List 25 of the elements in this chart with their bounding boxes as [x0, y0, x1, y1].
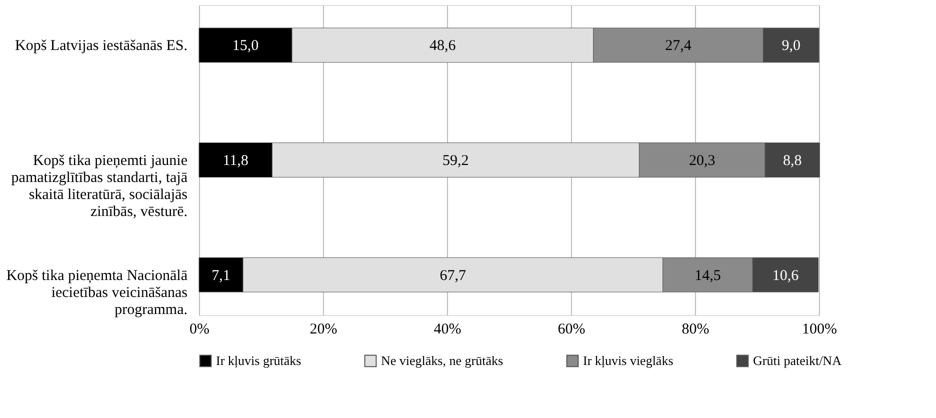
data-label: 14,5: [694, 268, 721, 284]
data-label: 8,8: [782, 153, 802, 169]
y-tick-label: Kopš tika pieņemta Nacionālā iecietības veicināšanas programma.: [6, 268, 188, 318]
x-tick-label: 20%: [310, 322, 338, 338]
data-label: 48,6: [430, 38, 456, 54]
legend-label: Grūti pateikt/NA: [753, 352, 842, 368]
data-label: 20,3: [689, 153, 716, 169]
x-tick-label: 80%: [682, 322, 710, 338]
data-label: 15,0: [232, 38, 259, 54]
legend-label: Ne vieglāks, ne grūtāks: [381, 352, 504, 368]
data-label: 9,0: [782, 38, 800, 54]
y-tick-label: Kopš Latvijas iestāšanās ES.: [15, 38, 188, 54]
data-label: 67,7: [440, 268, 467, 284]
x-tick-label: 60%: [558, 322, 586, 338]
x-tick-label: 40%: [434, 322, 462, 338]
legend-label: Ir kļuvis vieglāks: [583, 352, 674, 368]
x-tick-label: 100%: [802, 322, 837, 338]
data-label: 59,2: [442, 153, 469, 169]
legend-label: Ir kļuvis grūtāks: [216, 352, 302, 368]
data-label: 11,8: [222, 153, 248, 169]
x-tick-label: 0%: [190, 322, 210, 338]
data-label: 7,1: [212, 268, 230, 284]
data-label: 10,6: [772, 268, 800, 284]
data-label: 27,4: [665, 38, 692, 54]
y-tick-label: Kopš tika pieņemti jaunie pamatizglītības standarti, tajā skaitā literatūrā, sociālajās zinībās, vēsturē.: [11, 153, 188, 220]
